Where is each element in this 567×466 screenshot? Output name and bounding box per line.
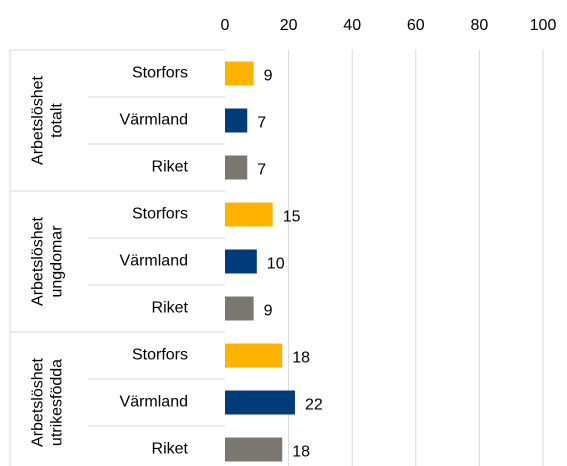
group-label: Arbetslöshet utrikesfödda (30, 357, 66, 446)
bar (225, 296, 254, 321)
bar (225, 108, 248, 133)
bar (225, 437, 283, 462)
y-tick-label: Värmland (120, 112, 188, 129)
bar (225, 202, 273, 227)
x-tick-label: 100 (530, 17, 557, 34)
x-tick-label: 40 (343, 17, 361, 34)
value-label: 9 (264, 303, 273, 320)
y-tick-label: Riket (152, 159, 189, 176)
bar (225, 249, 257, 274)
bar (225, 61, 254, 86)
group-label-line: Arbetslöshet (30, 216, 47, 305)
y-tick-label: Storfors (132, 347, 188, 364)
y-tick-label: Riket (152, 300, 189, 317)
value-label: 18 (292, 350, 310, 367)
group-label-line: totalt (49, 103, 66, 138)
bar (225, 343, 283, 368)
y-tick-label: Storfors (132, 65, 188, 82)
bar (225, 390, 295, 415)
group-label: Arbetslöshet totalt (30, 75, 66, 164)
value-label: 9 (264, 68, 273, 85)
value-label: 7 (257, 162, 266, 179)
value-label: 7 (257, 115, 266, 132)
x-tick-label: 20 (280, 17, 298, 34)
group-label-line: Arbetslöshet (30, 357, 47, 446)
value-label: 15 (283, 209, 301, 226)
x-tick-label: 0 (221, 17, 230, 34)
x-tick-label: 60 (407, 17, 425, 34)
y-tick-label: Värmland (120, 394, 188, 411)
group-label-line: Arbetslöshet (30, 75, 47, 164)
y-tick-label: Värmland (120, 253, 188, 270)
bar (225, 155, 248, 180)
value-label: 18 (292, 444, 310, 461)
group-label-line: ungdomar (49, 225, 66, 298)
value-label: 22 (305, 397, 323, 414)
y-tick-label: Storfors (132, 206, 188, 223)
group-label: Arbetslöshet ungdomar (30, 216, 66, 305)
y-tick-label: Riket (152, 441, 189, 458)
group-label-line: utrikesfödda (49, 359, 66, 446)
x-tick-label: 80 (471, 17, 489, 34)
value-label: 10 (267, 256, 285, 273)
